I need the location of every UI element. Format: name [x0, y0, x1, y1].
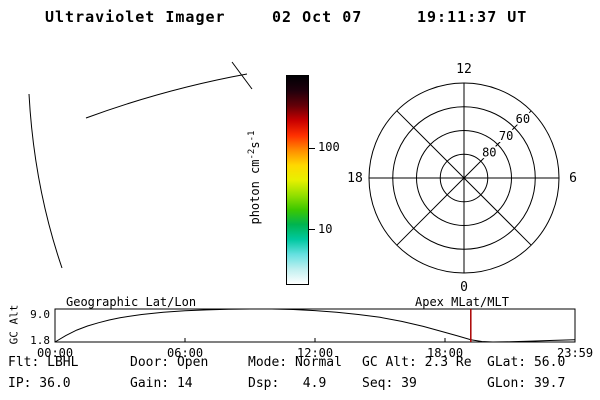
status-row-2: IP: 36.0 Gain: 14 Dsp: 4.9 Seq: 39 GLon:…	[8, 376, 600, 391]
status-ip: IP: 36.0	[8, 376, 71, 391]
geo-grid-line	[28, 93, 63, 269]
mlat-label-70: 70	[499, 129, 513, 143]
x-tick-label-0: 00:00	[37, 346, 74, 360]
apex-mlatmlt-caption: Apex MLat/MLT	[415, 295, 509, 309]
mlat-label-80: 80	[482, 146, 496, 160]
x-tick-label-2: 12:00	[297, 346, 334, 360]
status-gc-alt: GC Alt: 2.3 Re	[362, 355, 472, 370]
gc-alt-timeseries	[54, 308, 576, 343]
geo-latlon-caption: Geographic Lat/Lon	[66, 295, 197, 309]
colorbar-gradient	[286, 75, 309, 285]
geo-grid-line	[231, 61, 253, 90]
status-seq: Seq: 39	[362, 376, 417, 391]
status-glat: GLat: 56.0	[487, 355, 566, 370]
x-tick-label-4: 23:59	[557, 346, 594, 360]
mlt-spoke-135	[396, 110, 532, 246]
colorbar-unit-mid: s	[248, 141, 262, 149]
colorbar-unit-exp2: -1	[247, 130, 257, 142]
geo-grid-line	[85, 73, 248, 119]
date-label: 02 Oct 07	[272, 8, 363, 26]
status-dsp: Dsp: 4.9	[248, 376, 327, 391]
colorbar-unit-main: photon cm	[248, 159, 262, 225]
gc-alt-plot-frame	[54, 308, 576, 343]
y-tick-label-max: 9.0	[30, 308, 50, 321]
x-tick-label-3: 18:00	[427, 346, 464, 360]
geographic-grid-lines	[28, 61, 253, 269]
x-tick-label-1: 06:00	[167, 346, 204, 360]
y-tick-label-min: 1.8	[30, 334, 50, 347]
status-gain: Gain: 14	[130, 376, 193, 391]
instrument-title: Ultraviolet Imager	[45, 8, 226, 26]
status-door: Door: Open	[130, 355, 209, 370]
mlt-label-12: 12	[456, 62, 472, 77]
gc-alt-axis-label: GC Alt	[7, 304, 21, 345]
time-label: 19:11:37 UT	[417, 8, 528, 26]
status-row-1: Flt: LBHL Door: Open Mode: Normal GC Alt…	[8, 355, 600, 370]
colorbar-unit-label: photon cm-2s-1	[234, 92, 276, 292]
status-glon: GLon: 39.7	[487, 376, 566, 391]
colorbar-tick-label: 10	[318, 221, 333, 236]
status-mode: Mode: Normal	[248, 355, 342, 370]
gc-alt-curve	[54, 308, 575, 343]
mlat-label-60: 60	[516, 112, 530, 126]
colorbar-unit-exp1: -2	[247, 148, 257, 160]
mlt-label-6: 6	[569, 171, 577, 186]
colorbar-tick	[309, 147, 315, 149]
colorbar-tick-label: 100	[318, 140, 340, 154]
status-flight: Flt: LBHL	[8, 355, 79, 370]
mlt-label-18: 18	[347, 171, 363, 186]
mlt-label-0: 0	[460, 280, 468, 295]
colorbar-tick	[309, 229, 315, 231]
